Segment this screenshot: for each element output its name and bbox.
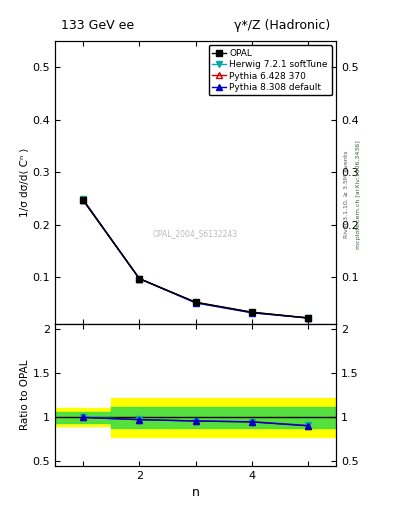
Text: Rivet 3.1.10, ≥ 3.5M events: Rivet 3.1.10, ≥ 3.5M events [344, 151, 349, 238]
Y-axis label: Ratio to OPAL: Ratio to OPAL [20, 360, 30, 431]
X-axis label: n: n [191, 486, 200, 499]
Text: 133 GeV ee: 133 GeV ee [61, 19, 134, 32]
Text: mcplots.cern.ch [arXiv:1306.3436]: mcplots.cern.ch [arXiv:1306.3436] [356, 140, 361, 249]
Y-axis label: 1/σ dσ/d⟨ Cⁿ ⟩: 1/σ dσ/d⟨ Cⁿ ⟩ [20, 148, 29, 217]
Text: γ*/Z (Hadronic): γ*/Z (Hadronic) [234, 19, 331, 32]
Legend: OPAL, Herwig 7.2.1 softTune, Pythia 6.428 370, Pythia 8.308 default: OPAL, Herwig 7.2.1 softTune, Pythia 6.42… [209, 46, 332, 95]
Text: OPAL_2004_S6132243: OPAL_2004_S6132243 [153, 229, 238, 238]
